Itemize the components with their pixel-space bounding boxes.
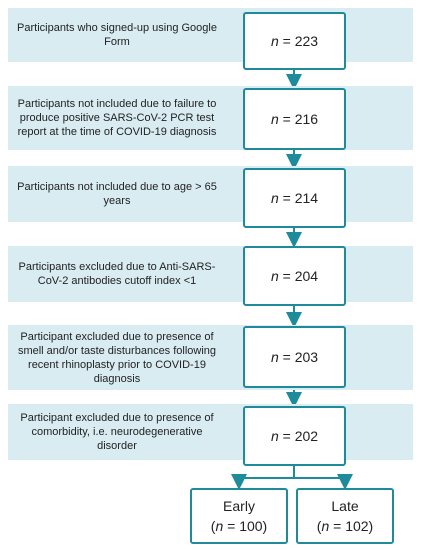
variable: n — [270, 190, 279, 206]
variable: n — [270, 428, 279, 444]
count: (n = 102) — [317, 516, 373, 536]
step-text: Participants not included due to age > 6… — [17, 181, 217, 207]
count-text: = 216 — [278, 111, 319, 127]
count-text: = 204 — [278, 268, 319, 284]
group-box: Late (n = 102) — [296, 488, 394, 544]
count-box: n = 223 — [243, 12, 346, 70]
step-text: Participants excluded due to Anti-SARS-C… — [18, 261, 216, 287]
variable: n — [270, 33, 279, 49]
step-text: Participant excluded due to presence of … — [20, 412, 214, 452]
group-box: Early (n = 100) — [190, 488, 288, 544]
step-text: Participants who signed-up using Google … — [17, 22, 217, 48]
count-text: = 102) — [329, 518, 374, 534]
count-box: n = 216 — [243, 88, 346, 150]
count: n = 214 — [271, 188, 318, 208]
count-text: = 214 — [278, 190, 319, 206]
variable: n — [270, 111, 279, 127]
count-text: = 100) — [223, 518, 268, 534]
count: n = 203 — [271, 347, 318, 367]
count-text: ( — [316, 518, 322, 534]
count-text: = 223 — [278, 33, 319, 49]
count: n = 216 — [271, 109, 318, 129]
count-box: n = 214 — [243, 168, 346, 228]
step-text: Participants not included due to failure… — [17, 98, 217, 138]
count-text: = 202 — [278, 428, 319, 444]
count: n = 202 — [271, 426, 318, 446]
variable: n — [270, 268, 279, 284]
count-box: n = 203 — [243, 326, 346, 388]
variable: n — [270, 349, 279, 365]
group-label: Early — [223, 498, 255, 514]
count-text: = 203 — [278, 349, 319, 365]
variable: n — [215, 518, 224, 534]
count: n = 204 — [271, 266, 318, 286]
group-label: Late — [331, 498, 359, 514]
variable: n — [321, 518, 330, 534]
count-text: ( — [210, 518, 216, 534]
count-box: n = 202 — [243, 406, 346, 466]
count-box: n = 204 — [243, 246, 346, 306]
count: n = 223 — [271, 31, 318, 51]
step-text: Participant excluded due to presence of … — [17, 330, 217, 385]
count: (n = 100) — [211, 516, 267, 536]
